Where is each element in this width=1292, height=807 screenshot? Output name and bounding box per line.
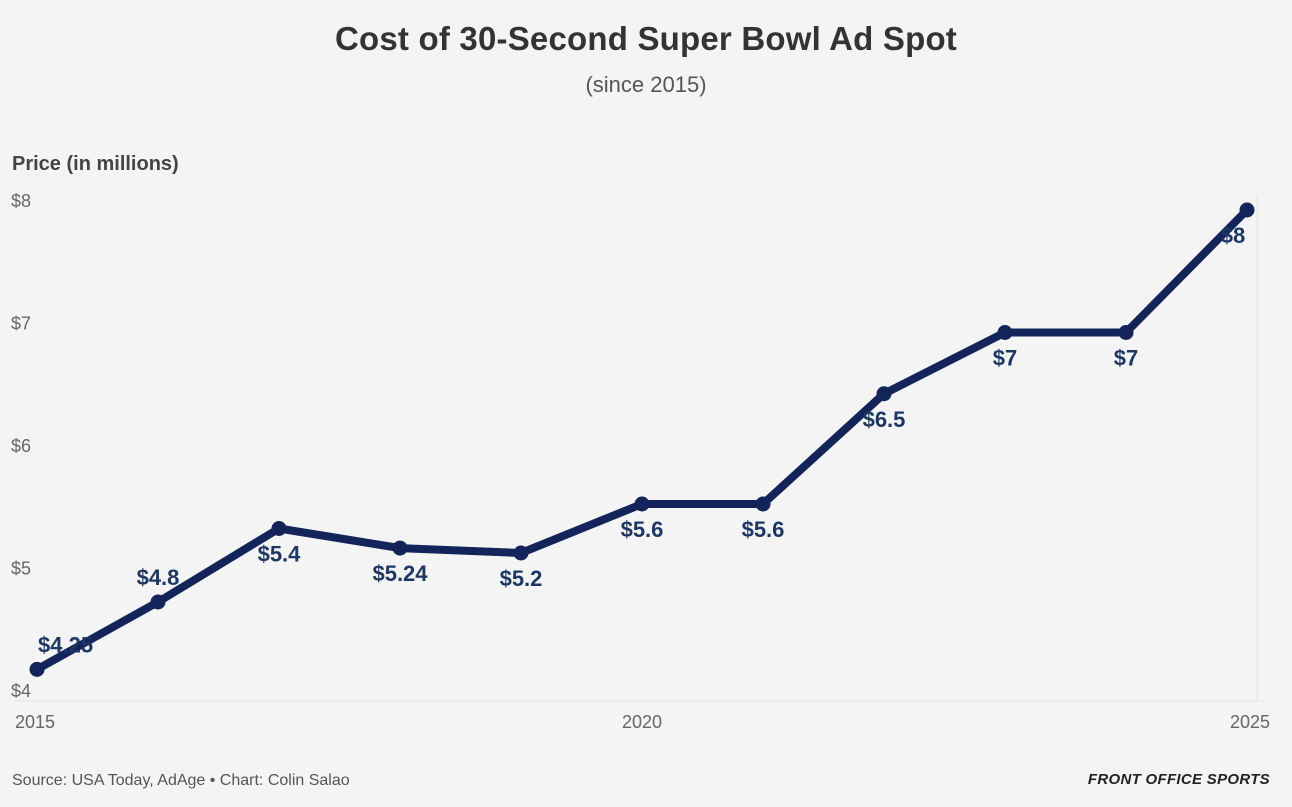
axis-layer: $4 $5 $6 $7 $8 2015 2020 2025 [11,191,1270,732]
y-tick-label: $7 [11,313,31,333]
y-axis-title: Price (in millions) [12,153,179,175]
data-point [634,496,650,512]
y-tick-label: $8 [11,191,31,211]
x-tick-label: 2020 [622,712,662,732]
data-point [29,661,45,677]
data-label: $7 [993,346,1017,371]
data-point [150,594,166,610]
series-line [33,206,1251,674]
data-point [1118,325,1134,340]
data-point [755,496,771,512]
series-layer [29,202,1255,677]
brand-logo: FRONT OFFICE SPORTS [1087,771,1270,788]
data-point [271,521,287,536]
data-label: $5.2 [500,566,543,591]
data-point [997,325,1013,340]
data-point [876,386,892,402]
data-point [513,545,529,561]
data-label: $5.4 [258,542,302,567]
chart-title: Cost of 30-Second Super Bowl Ad Spot [334,20,957,57]
source-note: Source: USA Today, AdAge • Chart: Colin … [12,772,350,789]
data-label: $5.6 [621,517,664,542]
x-tick-label: 2025 [1230,712,1270,732]
data-label: $7 [1114,346,1138,371]
y-tick-label: $4 [11,681,31,701]
x-tick-label: 2015 [15,712,55,732]
chart-subtitle: (since 2015) [585,72,707,97]
data-point [392,540,408,556]
data-label: $5.24 [372,561,428,586]
y-tick-label: $5 [11,558,31,578]
data-point [1239,202,1255,218]
data-label: $8 [1221,223,1245,248]
y-tick-label: $6 [11,436,31,456]
label-layer: $4.25 $4.8 $5.4 $5.24 $5.2 $5.6 $5.6 $6.5 $7 $7 $8 [38,223,1245,657]
data-label: $6.5 [863,407,906,432]
data-label: $5.6 [742,517,785,542]
data-label: $4.8 [137,565,180,590]
data-label: $4.25 [38,632,93,657]
